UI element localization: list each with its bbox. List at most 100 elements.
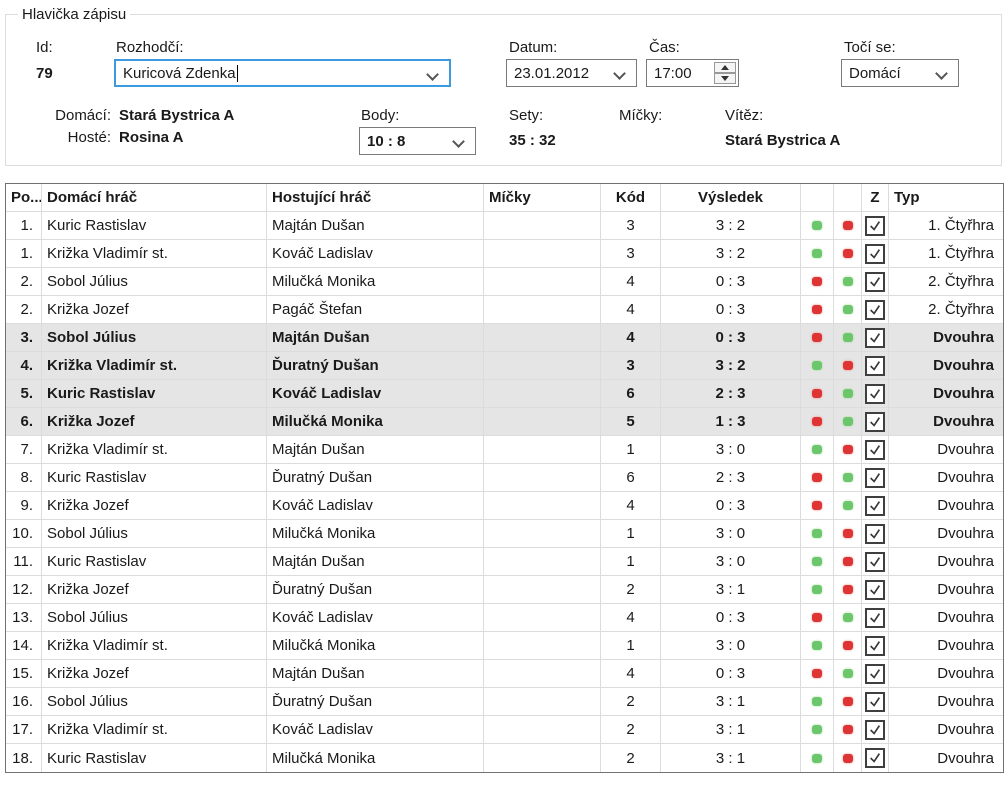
z-checkbox[interactable] [865, 495, 885, 516]
z-checkbox[interactable] [865, 523, 885, 544]
table-row[interactable]: 18. Kuric Rastislav Milučká Monika 2 3 : 1 Dv… [6, 744, 1003, 772]
z-checkbox[interactable] [865, 748, 885, 768]
z-checkbox[interactable] [865, 579, 885, 600]
red-indicator-icon [842, 221, 853, 230]
z-checkbox[interactable] [865, 467, 885, 488]
z-checkbox[interactable] [865, 215, 885, 236]
z-checkbox[interactable] [865, 327, 885, 348]
z-checkbox[interactable] [865, 243, 885, 264]
code-cell: 6 [601, 380, 661, 407]
z-checkbox[interactable] [865, 411, 885, 432]
balls-cell [484, 268, 601, 295]
home-player-name: Sobol Július [42, 604, 267, 631]
column-header-z[interactable]: Z [862, 184, 889, 211]
text-caret [236, 64, 238, 82]
spins-combobox[interactable]: Domácí [841, 59, 959, 87]
referee-combobox[interactable]: Kuricová Zdenka [114, 59, 451, 87]
result-cell: 1 : 3 [661, 408, 801, 435]
row-number: 6. [6, 408, 42, 435]
chevron-down-icon[interactable] [426, 68, 439, 81]
column-header-type[interactable]: Typ [894, 189, 920, 206]
z-cell [862, 296, 889, 323]
time-spinbox[interactable]: 17:00 [646, 59, 739, 87]
z-checkbox[interactable] [865, 299, 885, 320]
z-checkbox[interactable] [865, 551, 885, 572]
green-indicator-icon [842, 305, 853, 314]
red-indicator-icon [842, 557, 853, 566]
home-player-name: Križka Jozef [42, 492, 267, 519]
table-row[interactable]: 3. Sobol Július Majtán Dušan 4 0 : 3 Dvouhra [6, 324, 1003, 352]
home-status-cell [801, 324, 834, 351]
guest-status-cell [834, 268, 862, 295]
arrow-up-icon [721, 65, 729, 70]
date-combobox-value: 23.01.2012 [514, 64, 590, 82]
date-combobox[interactable]: 23.01.2012 [506, 59, 637, 87]
table-row[interactable]: 1. Križka Vladimír st. Kováč Ladislav 3 3 : … [6, 240, 1003, 268]
table-row[interactable]: 2. Križka Jozef Pagáč Štefan 4 0 : 3 2. Čtyřh… [6, 296, 1003, 324]
points-combobox[interactable]: 10 : 8 [359, 127, 476, 155]
match-type-cell: Dvouhra [937, 749, 994, 767]
table-row[interactable]: 6. Križka Jozef Milučká Monika 5 1 : 3 Dvouhr… [6, 408, 1003, 436]
guest-status-cell [834, 548, 862, 575]
z-checkbox[interactable] [865, 271, 885, 292]
table-row[interactable]: 15. Križka Jozef Majtán Dušan 4 0 : 3 Dvouhra [6, 660, 1003, 688]
column-header-guest[interactable]: Hostující hráč [267, 184, 484, 211]
z-checkbox[interactable] [865, 439, 885, 460]
home-status-cell [801, 660, 834, 687]
green-indicator-icon [812, 249, 822, 258]
table-row[interactable]: 4. Križka Vladimír st. Ďuratný Dušan 3 3 : 2… [6, 352, 1003, 380]
balls-cell [484, 632, 601, 659]
spin-down-button[interactable] [714, 73, 736, 84]
column-header-code[interactable]: Kód [601, 184, 661, 211]
result-cell: 3 : 1 [661, 744, 801, 772]
table-row[interactable]: 8. Kuric Rastislav Ďuratný Dušan 6 2 : 3 Dvou… [6, 464, 1003, 492]
column-header-balls[interactable]: Míčky [484, 184, 601, 211]
code-cell: 4 [601, 660, 661, 687]
table-row[interactable]: 9. Križka Jozef Kováč Ladislav 4 0 : 3 Dvouhr… [6, 492, 1003, 520]
column-header-home[interactable]: Domácí hráč [42, 184, 267, 211]
table-row[interactable]: 1. Kuric Rastislav Majtán Dušan 3 3 : 2 1. Čt… [6, 212, 1003, 240]
table-row[interactable]: 12. Križka Jozef Ďuratný Dušan 2 3 : 1 Dvouhr… [6, 576, 1003, 604]
z-cell [862, 324, 889, 351]
table-row[interactable]: 7. Križka Vladimír st. Majtán Dušan 1 3 : 0 D… [6, 436, 1003, 464]
id-value: 79 [36, 65, 53, 82]
guest-player-name: Kováč Ladislav [267, 380, 484, 407]
z-checkbox[interactable] [865, 691, 885, 712]
z-cell [862, 744, 889, 772]
match-type-cell: Dvouhra [933, 357, 994, 374]
chevron-down-icon[interactable] [613, 67, 626, 80]
z-checkbox[interactable] [865, 355, 885, 376]
table-row[interactable]: 17. Križka Vladimír st. Kováč Ladislav 2 3 :… [6, 716, 1003, 744]
table-row[interactable]: 10. Sobol Július Milučká Monika 1 3 : 0 Dvouh… [6, 520, 1003, 548]
red-indicator-icon [842, 641, 853, 650]
z-checkbox[interactable] [865, 607, 885, 628]
z-checkbox[interactable] [865, 719, 885, 740]
spin-up-button[interactable] [714, 62, 736, 73]
chevron-down-icon[interactable] [452, 135, 465, 148]
z-cell [862, 464, 889, 491]
green-indicator-icon [842, 417, 853, 426]
home-player-name: Kuric Rastislav [42, 548, 267, 575]
table-row[interactable]: 11. Kuric Rastislav Majtán Dušan 1 3 : 0 Dvou… [6, 548, 1003, 576]
home-status-cell [801, 548, 834, 575]
home-status-cell [801, 744, 834, 772]
table-row[interactable]: 13. Sobol Július Kováč Ladislav 4 0 : 3 Dvouh… [6, 604, 1003, 632]
result-cell: 2 : 3 [661, 380, 801, 407]
z-checkbox[interactable] [865, 663, 885, 684]
column-header-po[interactable]: Po... [6, 184, 42, 211]
column-header-result[interactable]: Výsledek [661, 184, 801, 211]
row-number: 10. [6, 520, 42, 547]
chevron-down-icon[interactable] [935, 67, 948, 80]
z-checkbox[interactable] [865, 383, 885, 404]
table-row[interactable]: 2. Sobol Július Milučká Monika 4 0 : 3 2. Čty… [6, 268, 1003, 296]
code-cell: 2 [601, 576, 661, 603]
table-row[interactable]: 16. Sobol Július Ďuratný Dušan 2 3 : 1 Dvouhr… [6, 688, 1003, 716]
result-cell: 0 : 3 [661, 324, 801, 351]
row-number: 8. [6, 464, 42, 491]
table-row[interactable]: 5. Kuric Rastislav Kováč Ladislav 6 2 : 3 Dvo… [6, 380, 1003, 408]
green-indicator-icon [842, 389, 853, 398]
z-checkbox[interactable] [865, 635, 885, 656]
guest-status-cell [834, 576, 862, 603]
table-row[interactable]: 14. Križka Vladimír st. Milučká Monika 1 3 :… [6, 632, 1003, 660]
result-cell: 3 : 0 [661, 436, 801, 463]
